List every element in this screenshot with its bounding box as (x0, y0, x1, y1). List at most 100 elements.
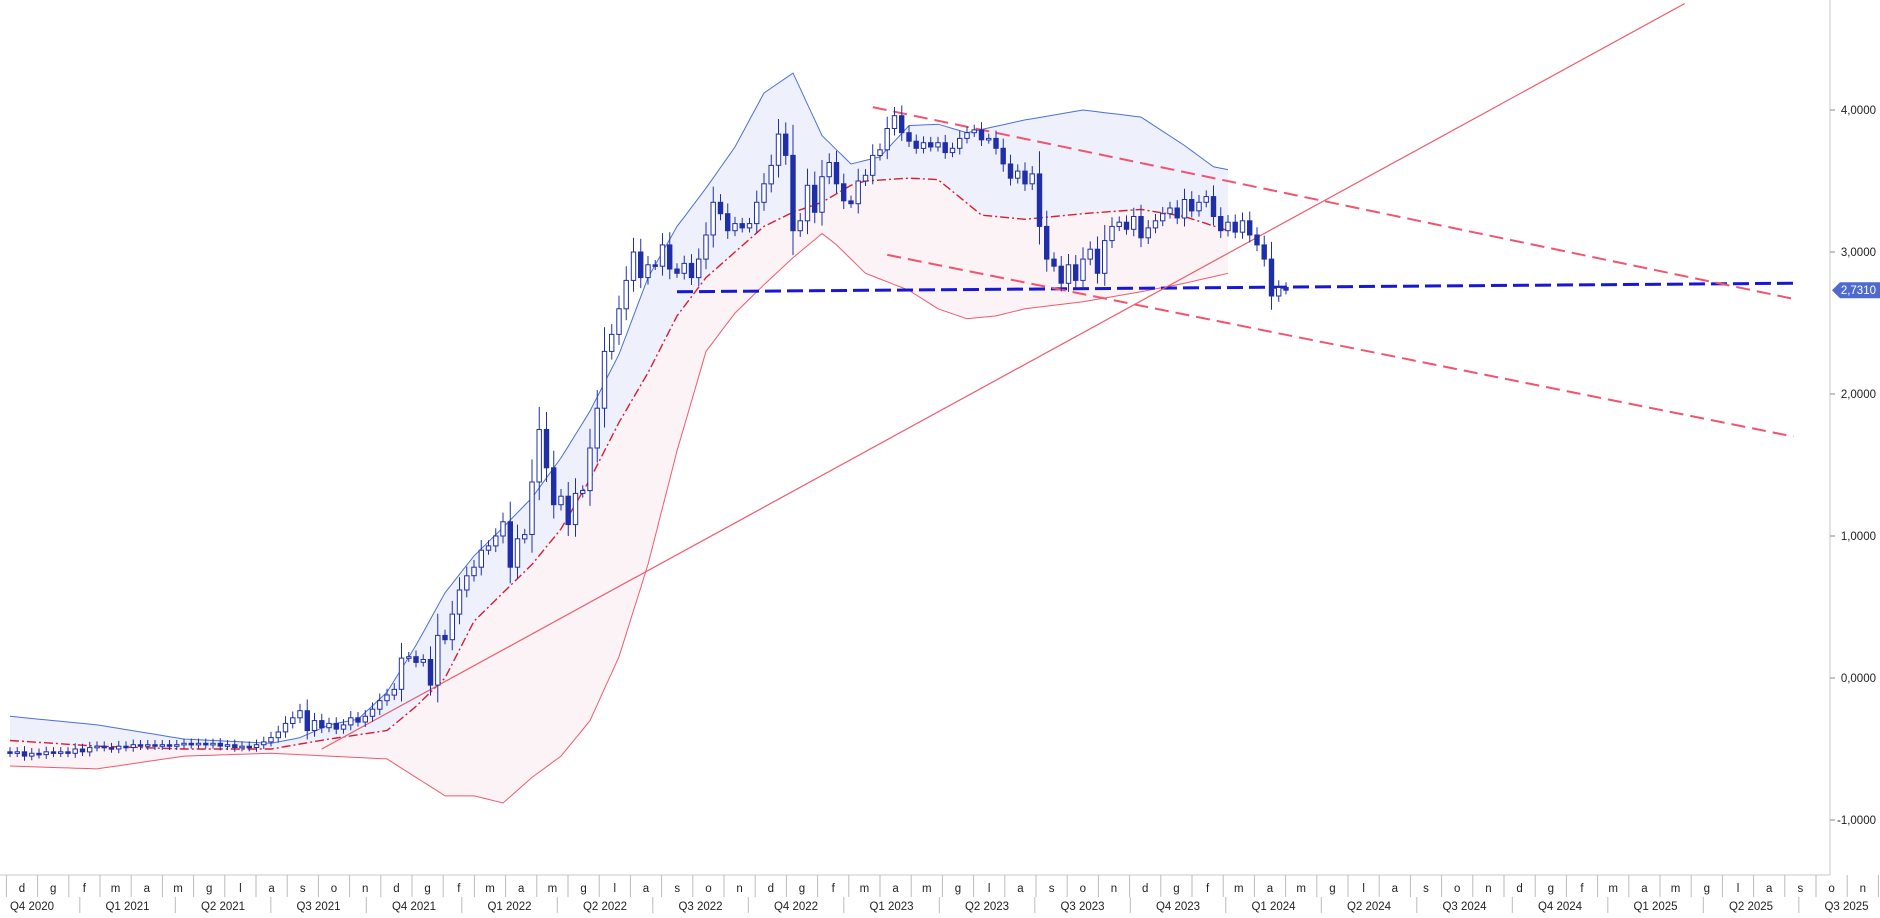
candle-body (688, 262, 695, 279)
x-month-label: f (1580, 883, 1584, 895)
candle-body (536, 429, 542, 483)
candle (1131, 207, 1137, 237)
candle (391, 683, 398, 701)
candle (232, 739, 238, 752)
candle-body (406, 656, 412, 659)
candle-body (739, 223, 745, 229)
candle-body (884, 128, 890, 151)
candle (804, 168, 811, 235)
candle-body (717, 201, 724, 215)
candle-body (920, 142, 927, 149)
candle-body (1239, 220, 1246, 233)
candle-body (667, 244, 673, 270)
candle-body (442, 634, 448, 641)
x-month-label: s (1423, 883, 1429, 895)
candle-body (7, 751, 13, 754)
candle-body (1123, 221, 1130, 230)
candle (500, 512, 506, 544)
candle (775, 118, 782, 178)
x-month-label: o (705, 883, 711, 895)
x-month-label: g (206, 883, 212, 895)
candle (522, 528, 528, 544)
trendline-channel-lower (887, 253, 1794, 438)
candle (14, 747, 21, 758)
candle-body (906, 132, 912, 142)
candle (340, 719, 347, 734)
candle (348, 711, 354, 731)
x-month-label: o (331, 883, 337, 895)
candle-body (928, 142, 934, 148)
candle-body (384, 694, 390, 702)
candle-body (855, 180, 861, 205)
trendline-channel-upper (872, 106, 1794, 300)
candle (862, 169, 869, 186)
candle-body (761, 183, 767, 203)
x-quarter-label: Q1 2022 (487, 901, 531, 913)
lower-band-fill (10, 178, 1228, 803)
candle-body (1073, 264, 1079, 281)
candle-body (232, 744, 238, 749)
x-month-label: l (988, 883, 991, 895)
candle (159, 739, 166, 750)
candle-body (268, 737, 274, 743)
candle-body (1232, 221, 1238, 233)
candle (957, 130, 963, 155)
x-quarter-label: Q3 2024 (1442, 901, 1487, 913)
candle (101, 741, 107, 752)
x-month-label: a (518, 883, 525, 895)
candle (456, 577, 463, 625)
candle-body (601, 350, 608, 409)
candle-body (43, 751, 49, 756)
x-month-label: l (1737, 883, 1740, 895)
candle-body (638, 251, 644, 279)
candle-body (333, 722, 340, 730)
x-month-label: a (892, 883, 899, 895)
candle-body (369, 708, 376, 717)
x-month-label: m (860, 883, 870, 895)
candle (732, 216, 738, 237)
candle (841, 173, 847, 210)
candle (36, 748, 42, 759)
candle-body (203, 742, 209, 746)
trendline-rising (321, 2, 1686, 750)
candle-body (812, 184, 818, 213)
candle (326, 717, 332, 733)
candle (195, 738, 202, 749)
x-quarter-label: Q1 2025 (1633, 901, 1677, 913)
candle-body (609, 333, 615, 352)
x-month-label: a (1766, 883, 1773, 895)
candle-body (275, 731, 282, 739)
candle-body (181, 742, 187, 746)
candle (253, 739, 260, 752)
candle-body (116, 745, 122, 750)
candle (587, 428, 593, 506)
x-month-label: l (614, 883, 617, 895)
candle (79, 743, 86, 757)
candle-body (290, 717, 296, 724)
candle-body (703, 234, 709, 260)
x-month-label: o (1828, 883, 1834, 895)
candle (514, 524, 521, 579)
candle (50, 747, 57, 758)
x-month-label: g (1173, 883, 1179, 895)
candle (558, 488, 564, 511)
candle (65, 747, 71, 758)
candle-body (145, 744, 151, 747)
candle (188, 738, 195, 749)
candle (1247, 211, 1253, 243)
candle-body (304, 710, 311, 732)
candle-body (1160, 213, 1166, 222)
candle-body (1036, 173, 1043, 227)
candle (551, 450, 557, 519)
candle-body (1022, 170, 1028, 185)
candle (1276, 280, 1282, 302)
candle-body (1261, 244, 1267, 260)
candle (507, 501, 514, 584)
x-month-label: a (144, 883, 151, 895)
candle (1268, 241, 1275, 310)
candle (565, 482, 571, 536)
candle-body (420, 659, 427, 663)
candle-body (72, 748, 78, 754)
candle (319, 713, 325, 734)
